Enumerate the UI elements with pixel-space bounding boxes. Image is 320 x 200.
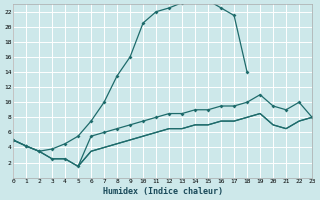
X-axis label: Humidex (Indice chaleur): Humidex (Indice chaleur): [103, 187, 223, 196]
